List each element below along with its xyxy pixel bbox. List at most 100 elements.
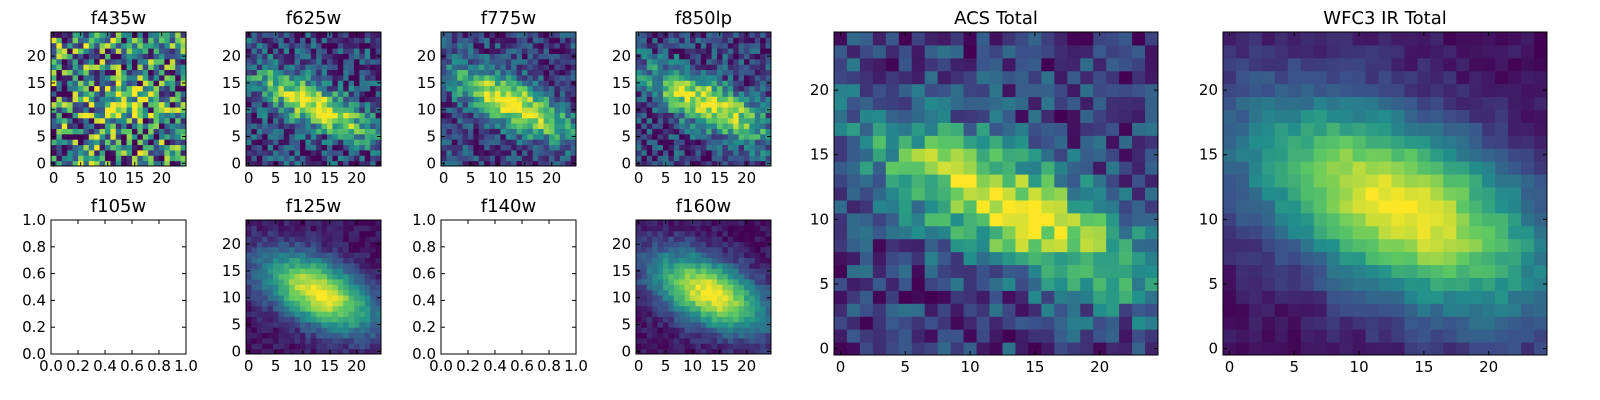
heatmap-cell xyxy=(256,257,263,264)
heatmap-cell xyxy=(522,117,528,124)
heatmap-cell xyxy=(749,112,756,119)
heatmap-cell xyxy=(684,112,691,119)
heatmap-cell xyxy=(300,343,306,350)
y-tick-label: 10 xyxy=(612,289,631,307)
heatmap-cell xyxy=(1287,212,1302,227)
heatmap-cell xyxy=(754,327,761,334)
heatmap-cell xyxy=(695,37,702,44)
heatmap-cell xyxy=(711,112,718,119)
heatmap-cell xyxy=(289,123,296,129)
heatmap-cell xyxy=(153,96,160,103)
heatmap-cell xyxy=(1287,290,1302,304)
heatmap-cell xyxy=(727,220,734,226)
heatmap-cell xyxy=(1261,329,1276,343)
heatmap-cell xyxy=(441,64,447,71)
heatmap-cell xyxy=(321,128,328,135)
heatmap-cell xyxy=(327,257,333,264)
heatmap-cell xyxy=(641,327,648,334)
heatmap-cell xyxy=(1067,342,1081,356)
heatmap-cell xyxy=(251,305,258,312)
heatmap-cell xyxy=(1132,187,1146,201)
heatmap-cell xyxy=(679,96,686,103)
heatmap-cell xyxy=(457,53,464,60)
heatmap-cell xyxy=(744,80,750,87)
heatmap-cell xyxy=(679,107,686,113)
heatmap-cell xyxy=(538,96,545,103)
heatmap-cell xyxy=(370,337,377,344)
heatmap-cell xyxy=(343,332,350,339)
heatmap-cell xyxy=(294,37,301,44)
heatmap-cell xyxy=(121,107,128,113)
heatmap-cell xyxy=(305,262,312,269)
heatmap-cell xyxy=(754,278,761,285)
heatmap-cell xyxy=(749,321,756,328)
heatmap-cell xyxy=(83,58,90,65)
heatmap-cell xyxy=(695,295,702,301)
heatmap-cell xyxy=(1352,290,1367,304)
heatmap-cell xyxy=(937,303,952,317)
heatmap-cell xyxy=(738,332,745,339)
heatmap-cell xyxy=(872,109,887,123)
heatmap-cell xyxy=(559,101,566,108)
heatmap-cell xyxy=(132,48,138,54)
heatmap-cell xyxy=(911,187,926,201)
heatmap-cell xyxy=(749,107,756,113)
heatmap-cell xyxy=(898,109,913,123)
heatmap-cell xyxy=(78,85,84,92)
heatmap-cell xyxy=(332,246,339,253)
heatmap-cell xyxy=(554,58,561,65)
heatmap-cell xyxy=(500,117,507,124)
heatmap-cell xyxy=(1054,238,1068,253)
heatmap-cell xyxy=(289,257,296,264)
heatmap-cell xyxy=(462,96,469,103)
heatmap-cell xyxy=(646,155,653,162)
heatmap-cell xyxy=(478,90,485,97)
heatmap-cell xyxy=(489,133,496,140)
heatmap-cell xyxy=(1223,316,1237,330)
heatmap-cell xyxy=(673,300,680,307)
heatmap-cell xyxy=(885,264,900,278)
heatmap-cell xyxy=(137,85,144,92)
heatmap-cell xyxy=(251,268,258,275)
heatmap-cell xyxy=(711,74,718,81)
heatmap-cell xyxy=(132,90,138,97)
heatmap-cell xyxy=(652,149,659,156)
heatmap-cell xyxy=(765,246,772,253)
heatmap-cell xyxy=(115,101,122,108)
heatmap-cell xyxy=(310,225,317,232)
heatmap-cell xyxy=(911,290,926,304)
heatmap-cell xyxy=(354,284,360,291)
heatmap-cell xyxy=(641,139,648,146)
heatmap-cell xyxy=(711,225,718,232)
heatmap-cell xyxy=(99,117,106,124)
heatmap-cell xyxy=(679,246,686,253)
heatmap-cell xyxy=(532,53,539,60)
heatmap-cell xyxy=(262,160,269,167)
heatmap-cell xyxy=(663,112,669,119)
heatmap-cell xyxy=(278,241,285,248)
heatmap-cell xyxy=(754,225,761,232)
heatmap-cell xyxy=(1119,329,1133,343)
heatmap-cell xyxy=(164,80,171,87)
heatmap-cell xyxy=(115,80,122,87)
heatmap-cell xyxy=(950,303,965,317)
heatmap-cell xyxy=(727,96,734,103)
heatmap-cell xyxy=(733,305,740,312)
heatmap-cell xyxy=(457,37,464,44)
heatmap-cell xyxy=(700,58,707,65)
heatmap-cell xyxy=(668,58,675,65)
heatmap-cell xyxy=(61,112,68,119)
heatmap-cell xyxy=(924,96,939,111)
heatmap-cell xyxy=(695,160,702,167)
heatmap-cell xyxy=(159,128,165,135)
heatmap-cell xyxy=(1041,277,1055,291)
heatmap-cell xyxy=(278,53,285,60)
heatmap-cell xyxy=(663,246,669,253)
heatmap-cell xyxy=(1313,199,1328,214)
y-tick-label: 20 xyxy=(612,235,631,253)
heatmap-cell xyxy=(375,74,382,81)
heatmap-cell xyxy=(1365,303,1380,317)
heatmap-cell xyxy=(354,144,360,151)
heatmap-cell xyxy=(733,160,740,167)
heatmap-cell xyxy=(56,123,63,129)
